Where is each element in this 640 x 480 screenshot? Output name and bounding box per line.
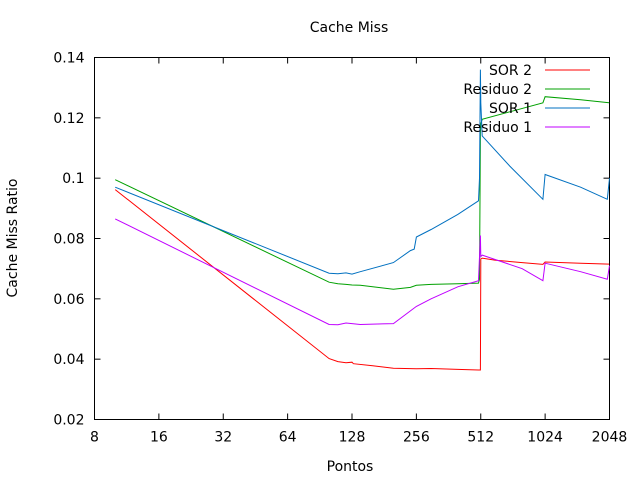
chart-title: Cache Miss (310, 20, 389, 36)
legend-label-residuo-2: Residuo 2 (463, 82, 532, 98)
x-axis-ticks: 8 16 32 64 128 256 512 1024 2048 (90, 57, 628, 446)
legend: SOR 2 Residuo 2 SOR 1 Residuo 1 (463, 63, 590, 136)
x-axis-label: Pontos (327, 459, 374, 475)
y-tick-label: 0.04 (53, 352, 84, 368)
legend-label-sor-2: SOR 2 (489, 63, 532, 79)
series-line-sor-1 (115, 69, 610, 275)
x-tick-label: 64 (279, 430, 297, 446)
x-tick-label: 1024 (527, 430, 563, 446)
y-tick-label: 0.12 (53, 111, 84, 127)
x-tick-label: 512 (467, 430, 494, 446)
y-tick-label: 0.1 (62, 171, 84, 187)
legend-label-residuo-1: Residuo 1 (463, 120, 532, 136)
y-tick-label: 0.08 (53, 232, 84, 248)
x-tick-label: 2048 (592, 430, 628, 446)
x-tick-label: 8 (90, 430, 99, 446)
y-tick-label: 0.06 (53, 292, 84, 308)
legend-label-sor-1: SOR 1 (489, 101, 532, 117)
y-tick-label: 0.02 (53, 413, 84, 429)
series-group (114, 69, 610, 371)
plot-frame (94, 57, 610, 420)
y-axis-ticks: 0.02 0.04 0.06 0.08 0.1 0.12 0.14 (53, 51, 610, 429)
series-line-residuo-1 (114, 218, 610, 326)
x-tick-label: 32 (214, 430, 232, 446)
series-line-sor-2 (114, 189, 610, 371)
x-tick-label: 128 (339, 430, 366, 446)
y-tick-label: 0.14 (53, 51, 84, 67)
y-axis-label: Cache Miss Ratio (5, 179, 21, 298)
x-tick-label: 256 (403, 430, 430, 446)
x-tick-label: 16 (150, 430, 168, 446)
series-line-residuo-2 (114, 96, 610, 290)
